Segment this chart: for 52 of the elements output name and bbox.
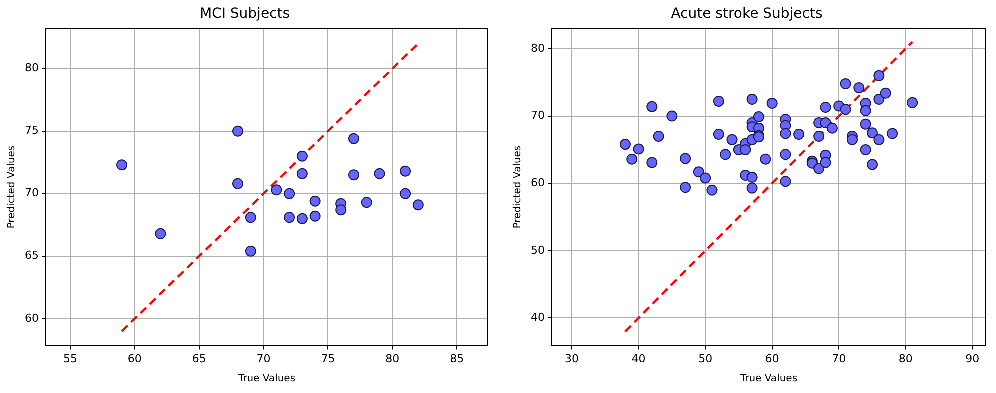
- point: [348, 170, 360, 181]
- point: [155, 228, 166, 240]
- point: [245, 212, 256, 224]
- x-tick-label: 30: [565, 352, 580, 366]
- point: [245, 246, 256, 257]
- point: [296, 150, 308, 162]
- y-axis-title: Predicted Values: [6, 146, 18, 229]
- y-tick-label: 70: [24, 186, 39, 200]
- x-tick-label: 50: [698, 352, 713, 366]
- x-tick-label: 70: [256, 352, 271, 366]
- x-tick-label: 40: [632, 352, 646, 366]
- x-axis-title: True Values: [237, 374, 296, 385]
- point: [232, 178, 244, 190]
- x-tick-label: 60: [128, 352, 142, 366]
- chart-title: MCI Subjects: [200, 6, 290, 22]
- point: [310, 196, 321, 207]
- x-tick-label: 80: [898, 352, 913, 366]
- x-tick-label: 75: [321, 352, 336, 366]
- y-axis-title: Predicted Values: [512, 146, 524, 229]
- point: [400, 188, 412, 200]
- x-tick-label: 65: [192, 352, 206, 366]
- y-tick-label: 75: [24, 124, 39, 138]
- point: [232, 126, 244, 137]
- point: [116, 160, 128, 171]
- chart-title: Acute stroke Subjects: [671, 6, 823, 22]
- point: [284, 212, 296, 224]
- point: [296, 168, 308, 180]
- x-tick-label: 80: [386, 352, 400, 366]
- x-tick-label: 85: [450, 352, 464, 366]
- point: [271, 184, 282, 196]
- point: [400, 166, 412, 177]
- point: [374, 168, 386, 180]
- y-tick-label: 80: [24, 62, 39, 75]
- y-tick-label: 40: [530, 311, 545, 324]
- x-tick-label: 90: [966, 352, 980, 366]
- point: [348, 133, 360, 144]
- y-tick-label: 50: [530, 244, 545, 257]
- y-tick-label: 70: [530, 109, 545, 122]
- x-tick-label: 70: [832, 352, 846, 366]
- y-tick-label: 80: [530, 42, 545, 55]
- x-tick-label: 55: [63, 352, 78, 366]
- point: [361, 197, 372, 208]
- y-tick-label: 65: [24, 249, 39, 262]
- x-tick-label: 60: [765, 352, 780, 366]
- point: [412, 200, 424, 211]
- point: [336, 204, 347, 216]
- x-axis-title: True Values: [739, 374, 798, 385]
- point: [310, 210, 321, 222]
- point: [284, 188, 296, 200]
- y-tick-label: 60: [530, 176, 545, 190]
- point: [296, 213, 308, 224]
- y-tick-label: 60: [24, 312, 39, 325]
